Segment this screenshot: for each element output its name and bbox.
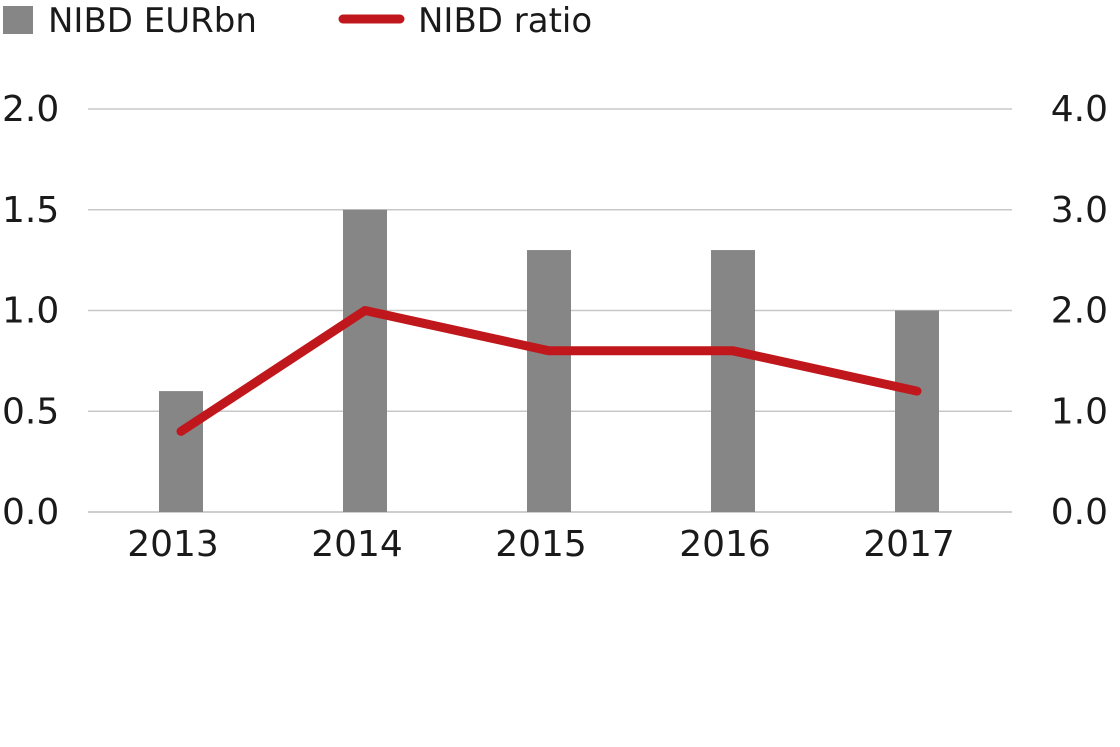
- right-tick-label: 3.0: [1051, 190, 1108, 231]
- right-tick-label: 4.0: [1051, 89, 1108, 130]
- right-tick-label: 2.0: [1051, 291, 1108, 332]
- left-tick-label: 1.5: [2, 190, 59, 231]
- legend-label-line: NIBD ratio: [418, 1, 592, 41]
- x-tick-label: 2014: [311, 524, 403, 565]
- left-tick-label: 1.0: [2, 291, 59, 332]
- x-tick-label: 2013: [127, 524, 219, 565]
- left-tick-label: 0.5: [2, 391, 59, 432]
- right-axis-ticks: 0.0 1.0 2.0 3.0 4.0: [1051, 89, 1108, 533]
- left-tick-label: 2.0: [2, 89, 59, 130]
- line-series: [176, 306, 922, 436]
- bar-2014: [343, 209, 387, 512]
- legend: NIBD EURbn NIBD ratio: [3, 1, 592, 41]
- x-tick-label: 2016: [679, 524, 771, 565]
- x-axis-ticks: 2013 2014 2015 2016 2017: [127, 524, 955, 565]
- bar-2016: [711, 250, 755, 513]
- x-tick-label: 2017: [863, 524, 955, 565]
- left-tick-label: 0.0: [2, 492, 59, 533]
- bar-2013: [159, 391, 203, 512]
- legend-label-bar: NIBD EURbn: [48, 1, 257, 41]
- bar-2015: [527, 250, 571, 513]
- bar-series: [159, 209, 939, 513]
- x-tick-label: 2015: [495, 524, 587, 565]
- right-tick-label: 1.0: [1051, 391, 1108, 432]
- bar-2017: [895, 310, 939, 512]
- left-axis-ticks: 0.0 0.5 1.0 1.5 2.0: [2, 89, 59, 533]
- right-tick-label: 0.0: [1051, 492, 1108, 533]
- legend-swatch-bar: [3, 6, 33, 34]
